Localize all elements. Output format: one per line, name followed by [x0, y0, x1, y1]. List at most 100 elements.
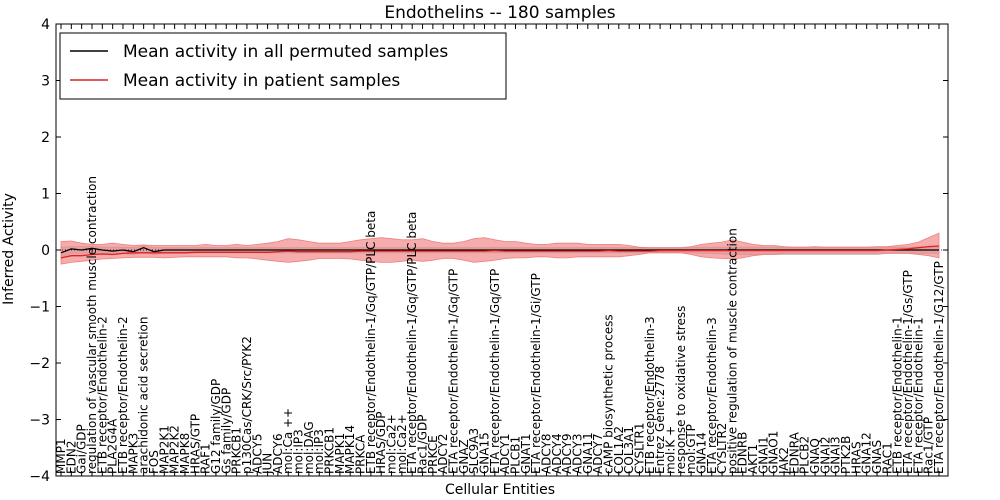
category-label: ETA receptor/Endothelin-1/Gq/GTP/PLC bet…	[405, 212, 419, 474]
category-label: ETA receptor/Endothelin-1	[911, 317, 925, 474]
category-label: PLCB2	[798, 436, 812, 474]
category-label: ADCY3	[571, 433, 585, 474]
series-lines	[60, 245, 940, 259]
category-label: Entrez Gene:2778	[653, 366, 667, 474]
category-label: positive regulation of muscle contractio…	[725, 228, 739, 474]
category-label: ETA receptor/Endothelin-1/Gs/GTP	[901, 270, 915, 474]
legend: Mean activity in all permuted samples Me…	[59, 32, 507, 100]
category-label: ETA receptor/Endothelin-3	[705, 317, 719, 474]
category-label: mol:DAG	[302, 421, 316, 474]
category-label: GNAZ	[457, 439, 471, 474]
category-label: mol:IP3	[312, 429, 326, 474]
category-label: ETB receptor/Endothelin-1/Gq/GTP/PLC bet…	[364, 211, 378, 474]
category-label: PRKCB1	[230, 427, 244, 474]
category-label: EDNRB	[736, 432, 750, 474]
category-label: GNA14	[694, 432, 708, 474]
category-label: ADCY2	[436, 433, 450, 474]
x-axis-ticks	[60, 24, 940, 476]
y-tick-label: 1	[41, 187, 50, 203]
category-label: COL1A2	[612, 426, 626, 474]
category-label: MAPK14	[343, 425, 357, 474]
category-label: cAMP biosynthetic process	[602, 314, 616, 474]
category-label: Rac1/GTP	[922, 417, 936, 474]
category-label: HRAS/GDP	[374, 411, 388, 474]
category-label: AKT1	[746, 444, 760, 474]
y-tick-label: −2	[29, 356, 50, 372]
category-label: G12 family/GDP	[209, 379, 223, 474]
y-tick-label: −4	[29, 469, 50, 485]
category-label: HRAS	[849, 441, 863, 474]
category-label: regulation of vascular smooth muscle con…	[85, 176, 99, 474]
y-axis-ticks: −4 −3 −2 −1 0 1 2 3 4	[29, 17, 948, 485]
category-label: GNAI1	[756, 436, 770, 474]
legend-label-patient: Mean activity in patient samples	[123, 71, 400, 91]
category-label: GNA12	[860, 432, 874, 474]
category-label: Gai/GDP	[75, 424, 89, 474]
y-tick-label: 2	[41, 130, 50, 146]
category-label: ETB receptor/Endothelin-3	[643, 316, 657, 474]
legend-box	[59, 32, 507, 100]
category-label: ETB receptor/Endothelin-2	[95, 316, 109, 474]
category-label: GNA15	[478, 432, 492, 474]
category-label: JAK2	[777, 447, 791, 475]
category-label: ETB receptor/Endothelin-2	[116, 316, 130, 474]
category-label: GNAI3	[829, 436, 843, 474]
category-label: GNAQ	[808, 438, 822, 474]
category-label: PLA2G4A	[106, 418, 120, 474]
category-label: SLC9A3	[467, 428, 481, 474]
category-label: GNAS	[870, 440, 884, 474]
category-label: FOS	[147, 450, 161, 474]
y-tick-label: −3	[29, 413, 50, 429]
category-label: ADCY5	[250, 433, 264, 474]
category-label: EDN2	[64, 441, 78, 474]
category-label: PLCB1	[509, 436, 523, 474]
category-label: PRKCE	[426, 435, 440, 474]
y-tick-label: 3	[41, 74, 50, 90]
category-label: ETA receptor/Endothelin-1/Gi/GTP	[529, 273, 543, 474]
category-label: PRKCA	[354, 434, 368, 474]
plot-frame	[55, 23, 949, 477]
x-axis-label: Cellular Entities	[445, 482, 555, 498]
category-label: MAP2K2	[168, 425, 182, 474]
category-label: p130Cas/CRK/Src/PYK2	[240, 336, 254, 474]
category-label: mol:Ca ++	[281, 408, 295, 474]
category-label: ADCY8	[540, 433, 554, 474]
legend-label-permuted: Mean activity in all permuted samples	[123, 42, 448, 62]
category-label: MMP1	[54, 438, 68, 474]
category-label: RAF1	[199, 443, 213, 474]
line-series-1	[60, 245, 940, 259]
category-label: GNAI2	[818, 436, 832, 474]
category-label: PTK2B	[839, 436, 853, 474]
category-label: response to oxidative stress	[674, 306, 688, 474]
category-label: mol:Ca2+	[395, 414, 409, 474]
category-label: ETA receptor/Endothelin-1/Gq/GTP	[488, 269, 502, 474]
category-label: mol:Ca2+	[385, 414, 399, 474]
category-label: COL3A1	[622, 426, 636, 474]
category-label: mol:IP3	[292, 429, 306, 474]
y-tick-label: −1	[29, 300, 50, 316]
category-label: arachidonic acid secretion	[137, 316, 151, 473]
category-label: CYSLTR1	[632, 422, 646, 473]
category-label: RAC1	[880, 442, 894, 474]
category-label: ADCY9	[560, 433, 574, 474]
category-label: GNAT1	[519, 433, 533, 474]
category-label: ADCY4	[550, 433, 564, 474]
chart-title: Endothelins -- 180 samples	[384, 3, 615, 23]
category-label: GNAO1	[767, 431, 781, 474]
category-label: mol:GTP	[684, 424, 698, 474]
category-label: ETA receptor/Endothelin-1/Gq/GTP	[447, 269, 461, 474]
category-label: HRAS/GTP	[188, 414, 202, 474]
confidence-bands	[60, 232, 940, 265]
y-axis-label: Inferred Activity	[1, 193, 17, 305]
category-label: MAPK8	[178, 433, 192, 474]
category-label: EDNRA	[787, 431, 801, 474]
category-label: ETB receptor/Endothelin-1	[891, 316, 905, 474]
category-label: CYSLTR2	[715, 423, 729, 474]
category-label: MAPK3	[126, 433, 140, 474]
category-label: mol:K +	[663, 426, 677, 474]
y-tick-label: 0	[41, 243, 50, 259]
category-label: ADCY1	[498, 433, 512, 474]
category-label: MAP2K1	[157, 425, 171, 474]
